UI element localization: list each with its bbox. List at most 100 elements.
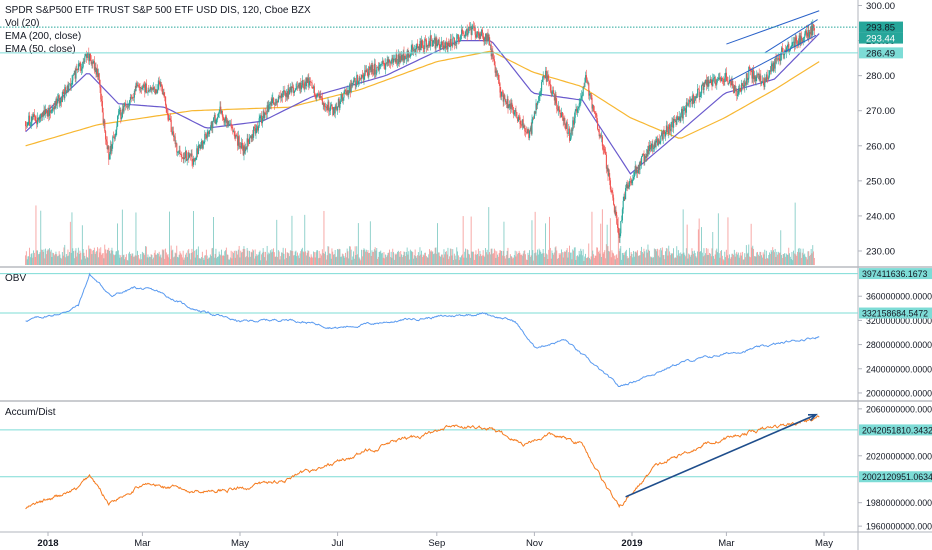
candle [339, 100, 341, 111]
candle [598, 126, 600, 140]
candle [155, 83, 157, 95]
ema200-line[interactable] [25, 50, 820, 147]
ad-pane-series-line[interactable] [25, 415, 820, 510]
volume-bar [349, 246, 351, 265]
candle [429, 38, 431, 48]
volume-bar [543, 253, 545, 265]
candle [65, 90, 67, 97]
candle [158, 76, 160, 85]
volume-bar [374, 247, 376, 265]
volume-bar [793, 250, 794, 265]
candle [673, 115, 675, 124]
price-pane[interactable] [0, 10, 858, 244]
volume-bar [449, 248, 451, 265]
candle [618, 228, 620, 243]
volume-bar [593, 254, 594, 265]
candle [572, 116, 574, 136]
obv-pane[interactable] [0, 272, 858, 388]
obv-pane-series-line[interactable] [25, 272, 820, 388]
candlesticks[interactable] [25, 19, 815, 244]
legend-ema50[interactable]: EMA (50, close) [5, 44, 76, 55]
volume-bar [757, 251, 758, 265]
wedge-trendline-1[interactable] [726, 10, 820, 45]
volume-bar [635, 251, 637, 265]
candle [380, 63, 382, 69]
volume-bar [665, 251, 666, 265]
ad-pane[interactable] [0, 413, 858, 510]
candle [493, 55, 495, 66]
volume-bar [744, 253, 746, 265]
candle [504, 93, 506, 100]
volume-bar [439, 255, 441, 265]
volume-bar [661, 250, 662, 265]
wedge-trendline-2[interactable] [729, 34, 817, 82]
candle [259, 115, 261, 122]
volume-bar [536, 255, 538, 265]
volume-bar [481, 255, 483, 265]
candle [605, 147, 607, 155]
volume-bar [587, 256, 589, 265]
candle [745, 80, 747, 87]
legend-ema200[interactable]: EMA (200, close) [5, 31, 82, 42]
volume-bar [198, 258, 200, 265]
candle [559, 109, 561, 119]
volume-bar [78, 253, 80, 265]
volume-bar [261, 252, 263, 265]
volume-bar [749, 256, 750, 265]
ad-legend[interactable]: Accum/Dist [5, 406, 56, 419]
candle [195, 156, 197, 161]
volume-bar [485, 248, 486, 265]
candle [658, 134, 660, 145]
volume-bar [593, 257, 595, 265]
candle [603, 145, 605, 155]
candle [434, 36, 436, 51]
candle [336, 102, 338, 112]
candle [653, 145, 655, 153]
volume-bar [265, 251, 266, 265]
candle [182, 152, 184, 164]
volume-bar [429, 249, 430, 265]
candle [351, 80, 353, 89]
volume-bar [400, 251, 402, 265]
volume-bar [478, 256, 480, 265]
volume-bar [28, 256, 30, 265]
candle [767, 76, 769, 82]
volume-bar [319, 257, 321, 265]
volume-bar [195, 250, 197, 265]
ema50-line[interactable] [25, 33, 820, 175]
candle [563, 117, 565, 126]
candle [430, 34, 432, 41]
volume-bar [698, 218, 700, 265]
candle [447, 40, 449, 54]
obv-legend[interactable]: OBV [5, 272, 26, 285]
volume-bar [165, 248, 166, 265]
candle [144, 81, 146, 98]
candle [705, 74, 707, 91]
ad-trend-arrow[interactable] [625, 413, 817, 498]
volume-bar [97, 247, 98, 265]
volume-bar [482, 250, 484, 265]
volume-bar [423, 255, 425, 265]
volume-bar [642, 253, 644, 265]
volume-bar [445, 251, 446, 265]
volume-bar [613, 253, 614, 265]
candle [621, 215, 623, 222]
volume-bar [229, 259, 230, 265]
candle [620, 221, 622, 237]
legend-volume[interactable]: Vol (20) [5, 18, 40, 29]
volume-bar [99, 252, 101, 265]
volume-bar [301, 249, 302, 265]
volume-bar [238, 245, 240, 265]
candle [448, 38, 450, 46]
candle [520, 120, 522, 128]
volume-bar [139, 259, 141, 265]
candle [390, 59, 392, 66]
candle [362, 72, 364, 83]
candle [65, 84, 67, 95]
candle [269, 101, 271, 110]
wedge-trendline-3[interactable] [764, 19, 818, 54]
volume-bar [436, 253, 438, 265]
volume-bar [615, 255, 617, 265]
candle [90, 55, 92, 66]
